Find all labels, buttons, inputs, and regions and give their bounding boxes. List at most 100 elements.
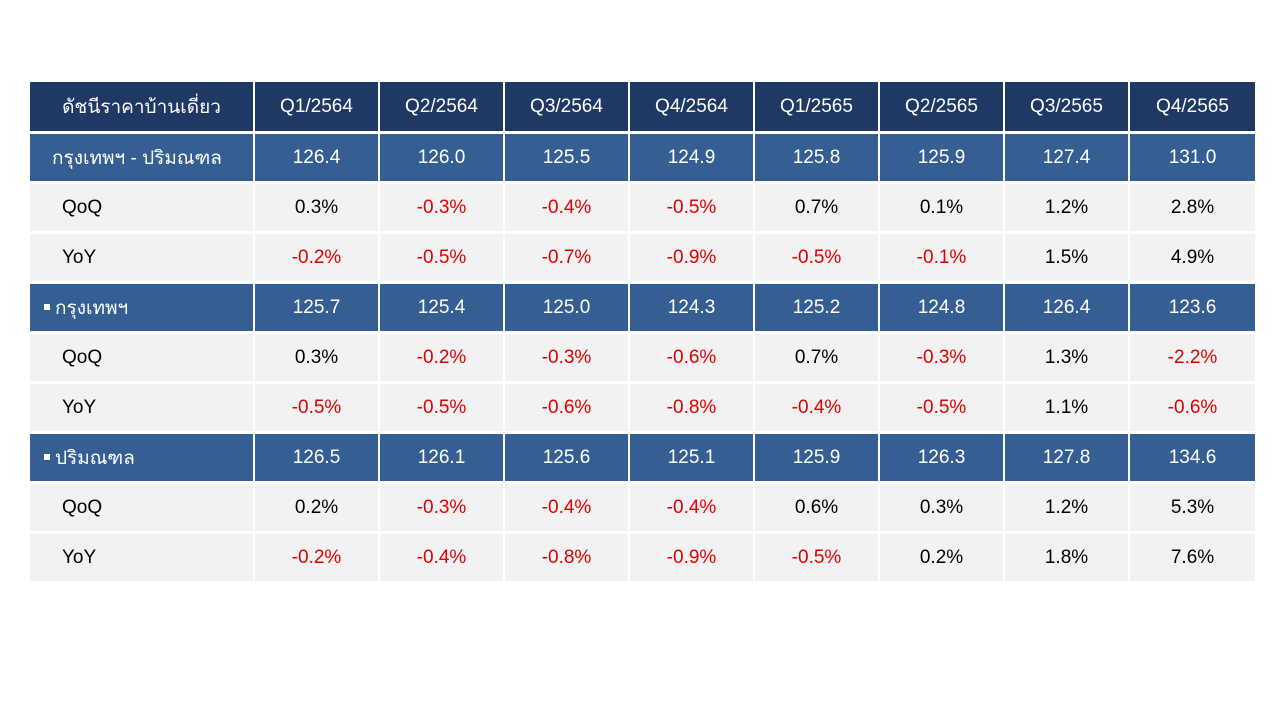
- change-value-cell: -0.3%: [380, 184, 505, 234]
- table-row-index: กรุงเทพฯ - ปริมณฑล 126.4 126.0 125.5 124.9 12…: [30, 134, 1255, 184]
- change-value-cell: -0.4%: [505, 484, 630, 534]
- bullet-icon: [44, 453, 50, 460]
- change-value-cell: 7.6%: [1130, 534, 1255, 584]
- change-value-cell: 2.8%: [1130, 184, 1255, 234]
- index-value-cell: 123.6: [1130, 284, 1255, 334]
- change-value-cell: -0.4%: [630, 484, 755, 534]
- change-value-cell: 0.6%: [755, 484, 880, 534]
- yoy-row-label: YoY: [30, 534, 255, 584]
- index-value-cell: 126.5: [255, 434, 380, 484]
- header-q3-2565: Q3/2565: [1005, 82, 1130, 134]
- change-value-cell: 0.7%: [755, 184, 880, 234]
- qoq-row-label: QoQ: [30, 334, 255, 384]
- change-value-cell: 0.1%: [880, 184, 1005, 234]
- table-row-index: ปริมณฑล 126.5 126.1 125.6 125.1 125.9 126.3 127…: [30, 434, 1255, 484]
- house-price-index-table: ดัชนีราคาบ้านเดี่ยว Q1/2564 Q2/2564 Q3/2…: [30, 82, 1255, 584]
- change-value-cell: -0.7%: [505, 234, 630, 284]
- index-value-cell: 125.0: [505, 284, 630, 334]
- index-value-cell: 126.4: [255, 134, 380, 184]
- change-value-cell: -0.8%: [630, 384, 755, 434]
- change-value-cell: -0.5%: [380, 234, 505, 284]
- row-label-region: กรุงเทพฯ - ปริมณฑล: [30, 134, 255, 184]
- index-value-cell: 124.3: [630, 284, 755, 334]
- change-value-cell: -0.5%: [755, 534, 880, 584]
- table-header-row: ดัชนีราคาบ้านเดี่ยว Q1/2564 Q2/2564 Q3/2…: [30, 82, 1255, 134]
- change-value-cell: 0.3%: [255, 334, 380, 384]
- change-value-cell: -0.5%: [380, 384, 505, 434]
- index-value-cell: 125.9: [880, 134, 1005, 184]
- header-q3-2564: Q3/2564: [505, 82, 630, 134]
- header-q1-2564: Q1/2564: [255, 82, 380, 134]
- change-value-cell: -0.6%: [505, 384, 630, 434]
- change-value-cell: -0.5%: [255, 384, 380, 434]
- header-q1-2565: Q1/2565: [755, 82, 880, 134]
- index-value-cell: 125.6: [505, 434, 630, 484]
- change-value-cell: -0.6%: [630, 334, 755, 384]
- yoy-row-label: YoY: [30, 234, 255, 284]
- index-value-cell: 127.4: [1005, 134, 1130, 184]
- change-value-cell: -0.4%: [505, 184, 630, 234]
- change-value-cell: 1.3%: [1005, 334, 1130, 384]
- change-value-cell: -0.8%: [505, 534, 630, 584]
- yoy-row: YoY -0.2% -0.5% -0.7% -0.9% -0.5% -0.1% 1.5% 4.9…: [30, 234, 1255, 284]
- header-title: ดัชนีราคาบ้านเดี่ยว: [30, 82, 255, 134]
- qoq-row: QoQ 0.3% -0.2% -0.3% -0.6% 0.7% -0.3% 1.3% -2.2%: [30, 334, 1255, 384]
- region-label: กรุงเทพฯ - ปริมณฑล: [52, 147, 222, 169]
- index-value-cell: 125.1: [630, 434, 755, 484]
- change-value-cell: -0.5%: [630, 184, 755, 234]
- change-value-cell: -0.9%: [630, 534, 755, 584]
- change-value-cell: -0.2%: [255, 534, 380, 584]
- yoy-row: YoY -0.5% -0.5% -0.6% -0.8% -0.4% -0.5% 1.1% -0.…: [30, 384, 1255, 434]
- header-q2-2565: Q2/2565: [880, 82, 1005, 134]
- change-value-cell: 0.3%: [880, 484, 1005, 534]
- index-value-cell: 125.5: [505, 134, 630, 184]
- yoy-row-label: YoY: [30, 384, 255, 434]
- change-value-cell: 0.7%: [755, 334, 880, 384]
- change-value-cell: 1.1%: [1005, 384, 1130, 434]
- change-value-cell: 1.5%: [1005, 234, 1130, 284]
- row-label-region: ปริมณฑล: [30, 434, 255, 484]
- change-value-cell: 0.3%: [255, 184, 380, 234]
- index-value-cell: 126.0: [380, 134, 505, 184]
- index-value-cell: 125.7: [255, 284, 380, 334]
- qoq-row: QoQ 0.2% -0.3% -0.4% -0.4% 0.6% 0.3% 1.2% 5.3%: [30, 484, 1255, 534]
- yoy-row: YoY -0.2% -0.4% -0.8% -0.9% -0.5% 0.2% 1.8% 7.6%: [30, 534, 1255, 584]
- change-value-cell: -0.5%: [880, 384, 1005, 434]
- index-value-cell: 131.0: [1130, 134, 1255, 184]
- change-value-cell: -0.1%: [880, 234, 1005, 284]
- change-value-cell: 1.2%: [1005, 184, 1130, 234]
- change-value-cell: -0.3%: [380, 484, 505, 534]
- index-value-cell: 126.1: [380, 434, 505, 484]
- qoq-row: QoQ 0.3% -0.3% -0.4% -0.5% 0.7% 0.1% 1.2% 2.8%: [30, 184, 1255, 234]
- index-value-cell: 125.4: [380, 284, 505, 334]
- change-value-cell: -0.2%: [255, 234, 380, 284]
- index-value-cell: 125.9: [755, 434, 880, 484]
- row-label-region: กรุงเทพฯ: [30, 284, 255, 334]
- region-label: ปริมณฑล: [55, 447, 135, 469]
- qoq-row-label: QoQ: [30, 184, 255, 234]
- change-value-cell: 5.3%: [1130, 484, 1255, 534]
- header-q4-2565: Q4/2565: [1130, 82, 1255, 134]
- change-value-cell: -0.4%: [755, 384, 880, 434]
- index-value-cell: 125.2: [755, 284, 880, 334]
- table-body: กรุงเทพฯ - ปริมณฑล 126.4 126.0 125.5 124.9 12…: [30, 134, 1255, 584]
- change-value-cell: 0.2%: [255, 484, 380, 534]
- bullet-icon: [44, 303, 50, 310]
- index-value-cell: 124.9: [630, 134, 755, 184]
- change-value-cell: -0.2%: [380, 334, 505, 384]
- change-value-cell: -0.9%: [630, 234, 755, 284]
- change-value-cell: -2.2%: [1130, 334, 1255, 384]
- header-q4-2564: Q4/2564: [630, 82, 755, 134]
- change-value-cell: -0.6%: [1130, 384, 1255, 434]
- table-row-index: กรุงเทพฯ 125.7 125.4 125.0 124.3 125.2 124.8 12…: [30, 284, 1255, 334]
- index-value-cell: 125.8: [755, 134, 880, 184]
- change-value-cell: -0.3%: [505, 334, 630, 384]
- index-value-cell: 124.8: [880, 284, 1005, 334]
- house-price-index-table-container: ดัชนีราคาบ้านเดี่ยว Q1/2564 Q2/2564 Q3/2…: [30, 82, 1255, 584]
- header-q2-2564: Q2/2564: [380, 82, 505, 134]
- index-value-cell: 126.4: [1005, 284, 1130, 334]
- change-value-cell: 1.8%: [1005, 534, 1130, 584]
- index-value-cell: 134.6: [1130, 434, 1255, 484]
- qoq-row-label: QoQ: [30, 484, 255, 534]
- change-value-cell: 4.9%: [1130, 234, 1255, 284]
